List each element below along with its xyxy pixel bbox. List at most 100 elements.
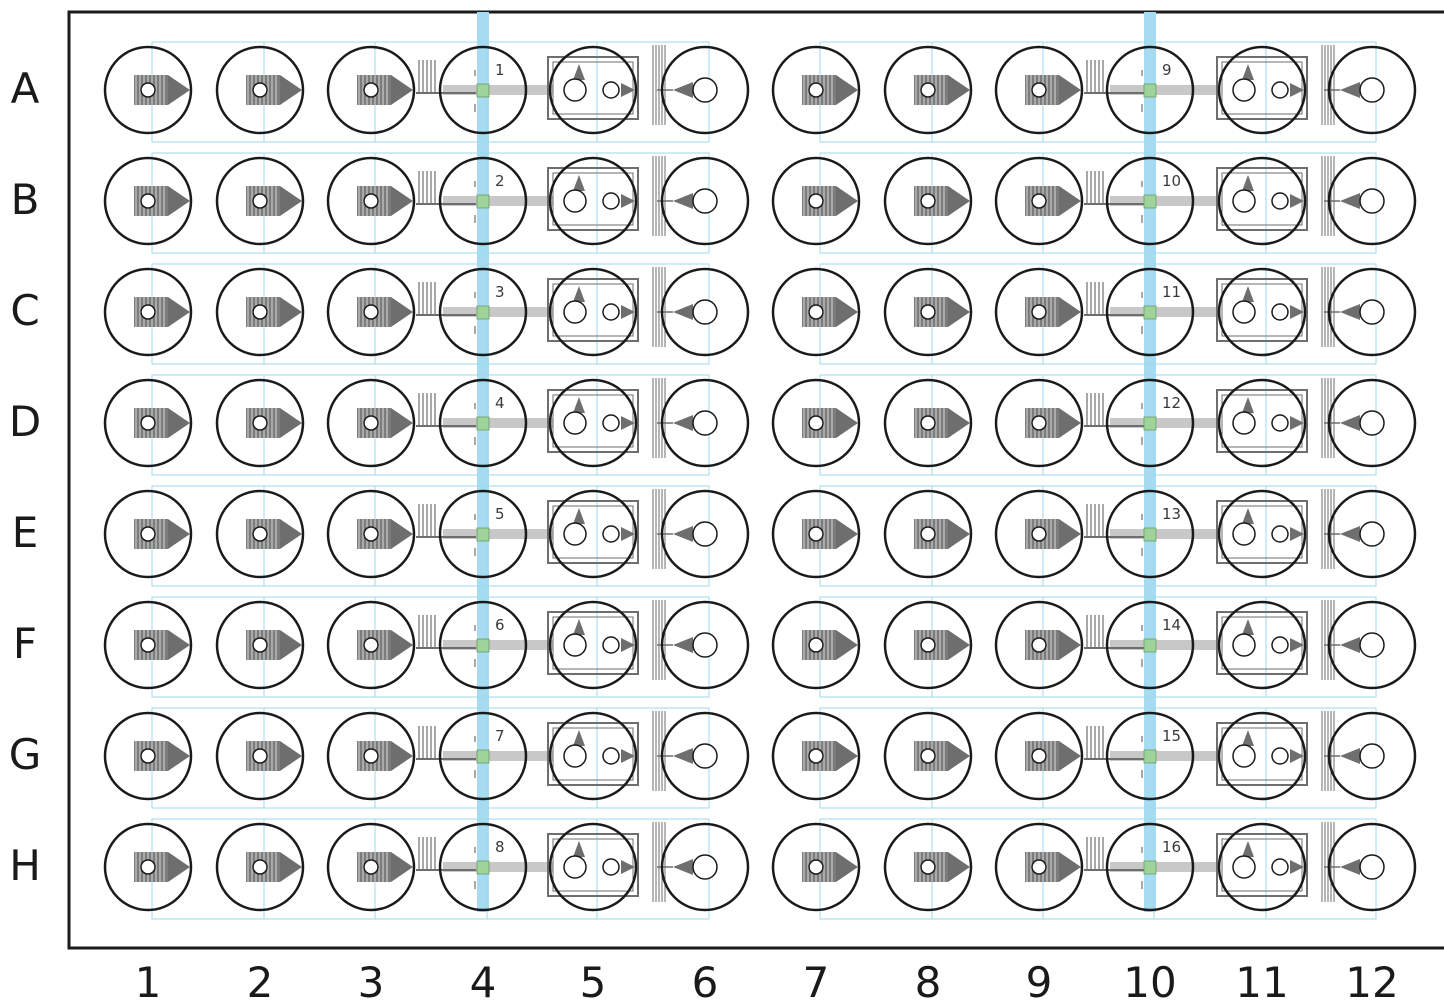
- device-number-label: 15: [1162, 727, 1181, 745]
- well-outline: [771, 45, 861, 135]
- sensor-pad: [476, 305, 490, 320]
- outlet-arrow: [168, 741, 190, 771]
- inlet-port: [808, 748, 824, 764]
- well-D4: 4: [438, 378, 553, 468]
- sensor-pad: [1143, 83, 1157, 98]
- loop-channel: [547, 278, 639, 342]
- port-large: [563, 522, 587, 546]
- well-E7: [771, 489, 861, 579]
- well-outline: [103, 156, 193, 246]
- inlet-port: [252, 82, 268, 98]
- loop-channel-inner: [552, 505, 634, 559]
- well-D3: [326, 378, 476, 468]
- well-outline: [326, 45, 416, 135]
- loop-channel: [1216, 722, 1308, 786]
- inlet-port: [808, 193, 824, 209]
- well-outline: [883, 822, 973, 912]
- well-C5: [547, 267, 666, 357]
- inlet-port: [140, 304, 156, 320]
- outlet-arrow: [1059, 852, 1081, 882]
- outlet-arrow: [836, 186, 858, 216]
- well-outline: [771, 600, 861, 690]
- outlet-port: [692, 854, 718, 880]
- outlet-arrow: [1340, 304, 1360, 320]
- well-E9: [994, 489, 1144, 579]
- loop-channel-inner: [552, 172, 634, 226]
- well-outline: [1327, 711, 1417, 801]
- well-outline: [883, 267, 973, 357]
- outlet-port: [1359, 743, 1385, 769]
- loop-channel-inner: [552, 616, 634, 670]
- port-small: [602, 81, 620, 99]
- well-B10: 10: [1105, 156, 1220, 246]
- inlet-arrow: [1242, 730, 1254, 746]
- well-outline: [548, 156, 638, 246]
- outlet-arrow: [1059, 630, 1081, 660]
- outlet-arrow: [836, 297, 858, 327]
- well-outline: [1217, 822, 1307, 912]
- port-large: [1232, 411, 1256, 435]
- outlet-arrow: [1340, 859, 1360, 875]
- well-outline: [215, 156, 305, 246]
- well-outline: [215, 711, 305, 801]
- well-F10: 14: [1105, 600, 1220, 690]
- loop-channel-inner: [1221, 505, 1303, 559]
- well-F3: [326, 600, 476, 690]
- device-number-label: 9: [1162, 61, 1172, 79]
- well-D11: [1216, 378, 1335, 468]
- well-F11: [1216, 600, 1335, 690]
- well-G11: [1216, 711, 1335, 801]
- port-small: [602, 747, 620, 765]
- column-label-4: 4: [469, 958, 497, 1007]
- well-outline: [438, 600, 528, 690]
- outlet-arrow: [1340, 82, 1360, 98]
- outlet-arrow: [280, 519, 302, 549]
- well-A4: 1: [438, 45, 553, 135]
- outlet-arrow: [1340, 748, 1360, 764]
- sensor-pad: [1143, 194, 1157, 209]
- well-outline: [438, 267, 528, 357]
- well-G4: 7: [438, 711, 553, 801]
- outlet-arrow: [673, 415, 693, 431]
- inlet-port: [1031, 637, 1047, 653]
- device-number-label: 6: [495, 616, 505, 634]
- sensor-pad: [476, 83, 490, 98]
- well-D2: [215, 378, 305, 468]
- loop-channel-inner: [1221, 394, 1303, 448]
- well-outline: [994, 711, 1084, 801]
- loop-channel-inner: [552, 727, 634, 781]
- outlet-arrow: [391, 852, 413, 882]
- well-outline: [883, 378, 973, 468]
- outlet-arrow: [1290, 416, 1304, 430]
- port-large: [1232, 78, 1256, 102]
- inlet-port: [808, 637, 824, 653]
- outlet-arrow: [948, 75, 970, 105]
- inlet-port: [140, 748, 156, 764]
- outlet-arrow: [1059, 408, 1081, 438]
- well-A2: [215, 45, 305, 135]
- sensor-pad: [1143, 860, 1157, 875]
- well-outline: [1217, 489, 1307, 579]
- inlet-port: [363, 415, 379, 431]
- port-small: [602, 858, 620, 876]
- well-H4: 8: [438, 822, 553, 912]
- well-H9: [994, 822, 1144, 912]
- outlet-arrow: [621, 416, 635, 430]
- row-label-D: D: [8, 397, 42, 446]
- outlet-arrow: [1290, 749, 1304, 763]
- well-outline: [548, 489, 638, 579]
- outlet-arrow: [948, 741, 970, 771]
- well-G3: [326, 711, 476, 801]
- outlet-arrow: [391, 408, 413, 438]
- outlet-port: [692, 521, 718, 547]
- outlet-arrow: [1059, 186, 1081, 216]
- outlet-arrow: [168, 852, 190, 882]
- loop-channel: [547, 833, 639, 897]
- column-label-1: 1: [134, 958, 162, 1007]
- outlet-arrow: [391, 297, 413, 327]
- outlet-arrow: [1340, 193, 1360, 209]
- well-G6: [657, 711, 750, 801]
- well-C1: [103, 267, 193, 357]
- well-G7: [771, 711, 861, 801]
- well-outline: [1105, 600, 1195, 690]
